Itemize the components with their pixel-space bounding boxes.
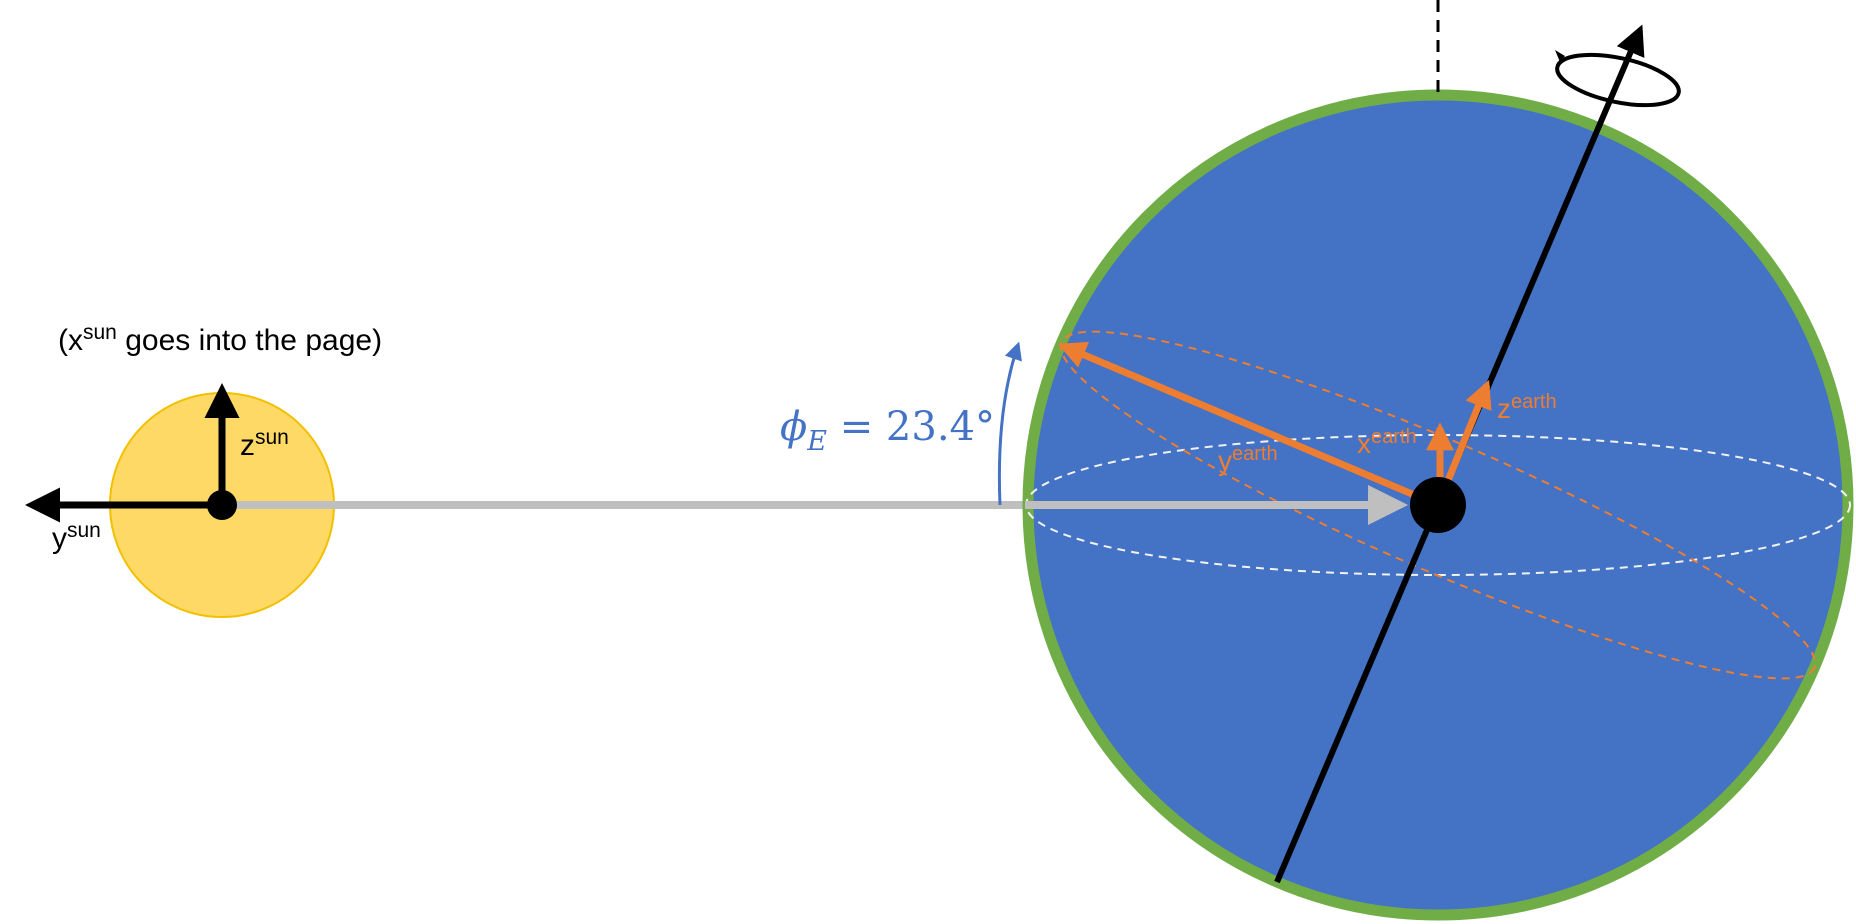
earth-x-label: xearth <box>1357 426 1417 459</box>
sun-frame-note: (xsun goes into the page) <box>58 321 382 357</box>
earth-y-axis <box>1057 341 1440 509</box>
sun-origin-dot <box>207 490 237 520</box>
sun-z-label: zsun <box>240 426 289 462</box>
tilt-angle-arc <box>997 341 1022 506</box>
sun-y-label: ysun <box>52 519 101 555</box>
earth-y-label: yearth <box>1218 443 1278 476</box>
rotation-direction-arrow-icon <box>1555 50 1565 62</box>
earth-z-label: zearth <box>1497 391 1557 424</box>
rotation-direction-ellipse <box>1555 52 1681 108</box>
earth-origin-dot <box>1410 477 1466 533</box>
tilt-angle-label: ϕE = 23.4° <box>780 404 995 457</box>
